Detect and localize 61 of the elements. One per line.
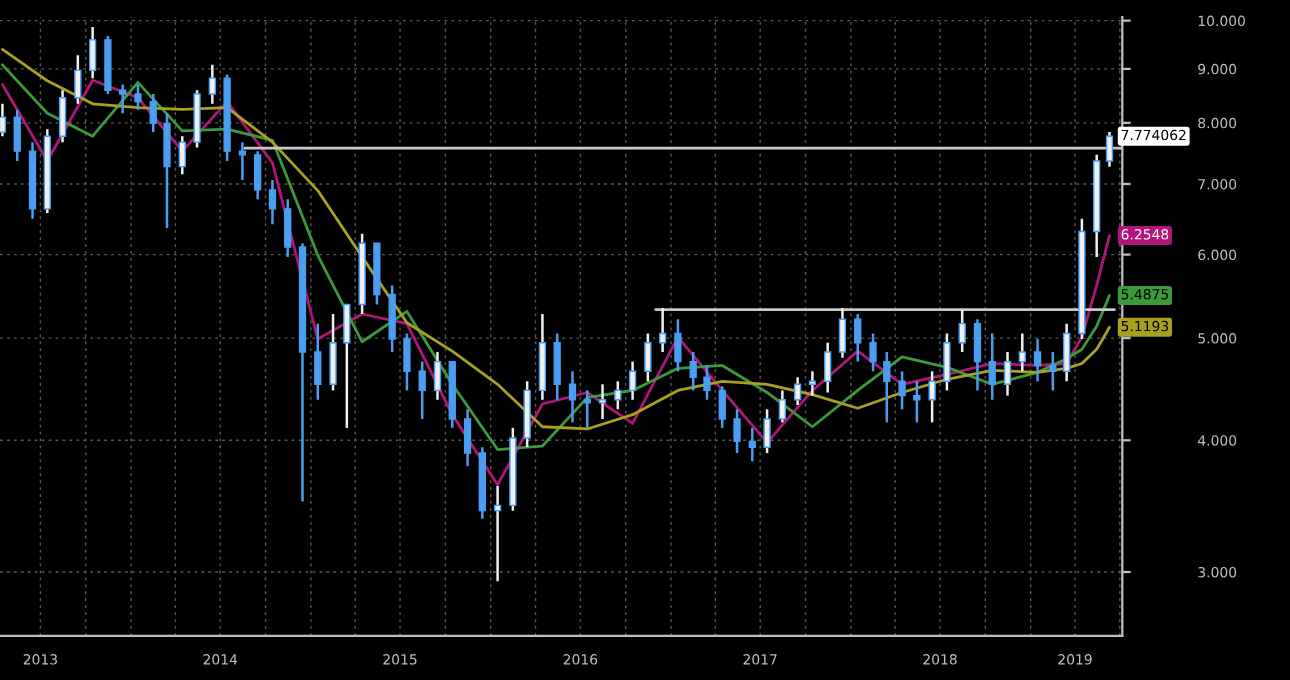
candlestick <box>928 370 936 424</box>
candlestick <box>433 350 442 402</box>
candlestick <box>583 389 591 430</box>
candlestick <box>1049 350 1057 392</box>
candlestick <box>689 350 697 392</box>
candlestick <box>0 102 7 138</box>
candlestick <box>958 308 966 354</box>
candlestick <box>748 426 756 463</box>
candlestick <box>674 317 682 373</box>
candlestick <box>463 408 472 468</box>
candlestick <box>538 312 547 402</box>
candlestick <box>254 149 262 201</box>
candlestick <box>614 380 622 411</box>
candlestick <box>119 83 127 115</box>
candlestick <box>1018 332 1026 373</box>
candlestick <box>913 380 921 424</box>
candlestick <box>854 312 862 363</box>
candlestick <box>418 360 426 421</box>
candlestick <box>1033 337 1042 383</box>
candlestick <box>284 198 292 259</box>
candlestick <box>793 376 802 407</box>
candlestick <box>58 89 67 144</box>
candlestick <box>238 140 247 182</box>
candlestick <box>733 408 741 455</box>
candlestick <box>208 63 216 106</box>
candlestick <box>553 332 561 402</box>
candlestick <box>883 350 891 424</box>
candlestick <box>268 178 277 226</box>
candlestick <box>523 380 531 449</box>
candlestick <box>808 370 817 397</box>
candlestick <box>898 370 906 411</box>
candlestick <box>178 134 186 176</box>
candlestick <box>703 364 711 402</box>
candlestick <box>88 25 97 80</box>
candlestick <box>1105 130 1114 168</box>
candlestick <box>988 332 996 402</box>
candlestick <box>13 108 21 163</box>
candlestick <box>718 385 726 430</box>
candlestick <box>1062 322 1071 383</box>
candlestick <box>644 332 652 383</box>
candlestick <box>314 322 322 402</box>
candlestick <box>343 303 351 430</box>
candlestick <box>763 408 771 455</box>
candlestick <box>388 284 396 354</box>
candlestick <box>163 111 171 230</box>
candlestick <box>778 389 787 424</box>
candlestick <box>838 306 847 359</box>
candlestick <box>149 92 157 134</box>
candlestick <box>824 341 832 394</box>
candlestick <box>943 332 951 392</box>
candlestick <box>403 332 411 392</box>
candlestick <box>74 54 82 106</box>
candlestick <box>973 317 982 392</box>
candlestick <box>329 312 337 392</box>
candlestick <box>658 306 667 354</box>
candlestick <box>568 370 577 424</box>
candlestick <box>628 360 637 402</box>
candlestick <box>1003 350 1012 397</box>
candlestick <box>134 83 142 112</box>
candlestick <box>869 332 877 373</box>
candlestick <box>598 383 607 421</box>
